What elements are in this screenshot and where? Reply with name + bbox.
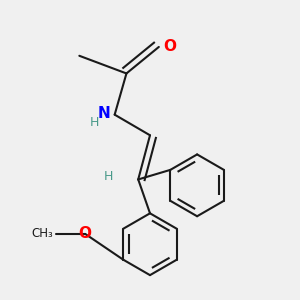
Text: N: N <box>98 106 110 121</box>
Text: CH₃: CH₃ <box>31 227 53 240</box>
Text: O: O <box>163 39 176 54</box>
Text: H: H <box>89 116 99 128</box>
Text: O: O <box>79 226 92 242</box>
Text: H: H <box>104 170 113 183</box>
